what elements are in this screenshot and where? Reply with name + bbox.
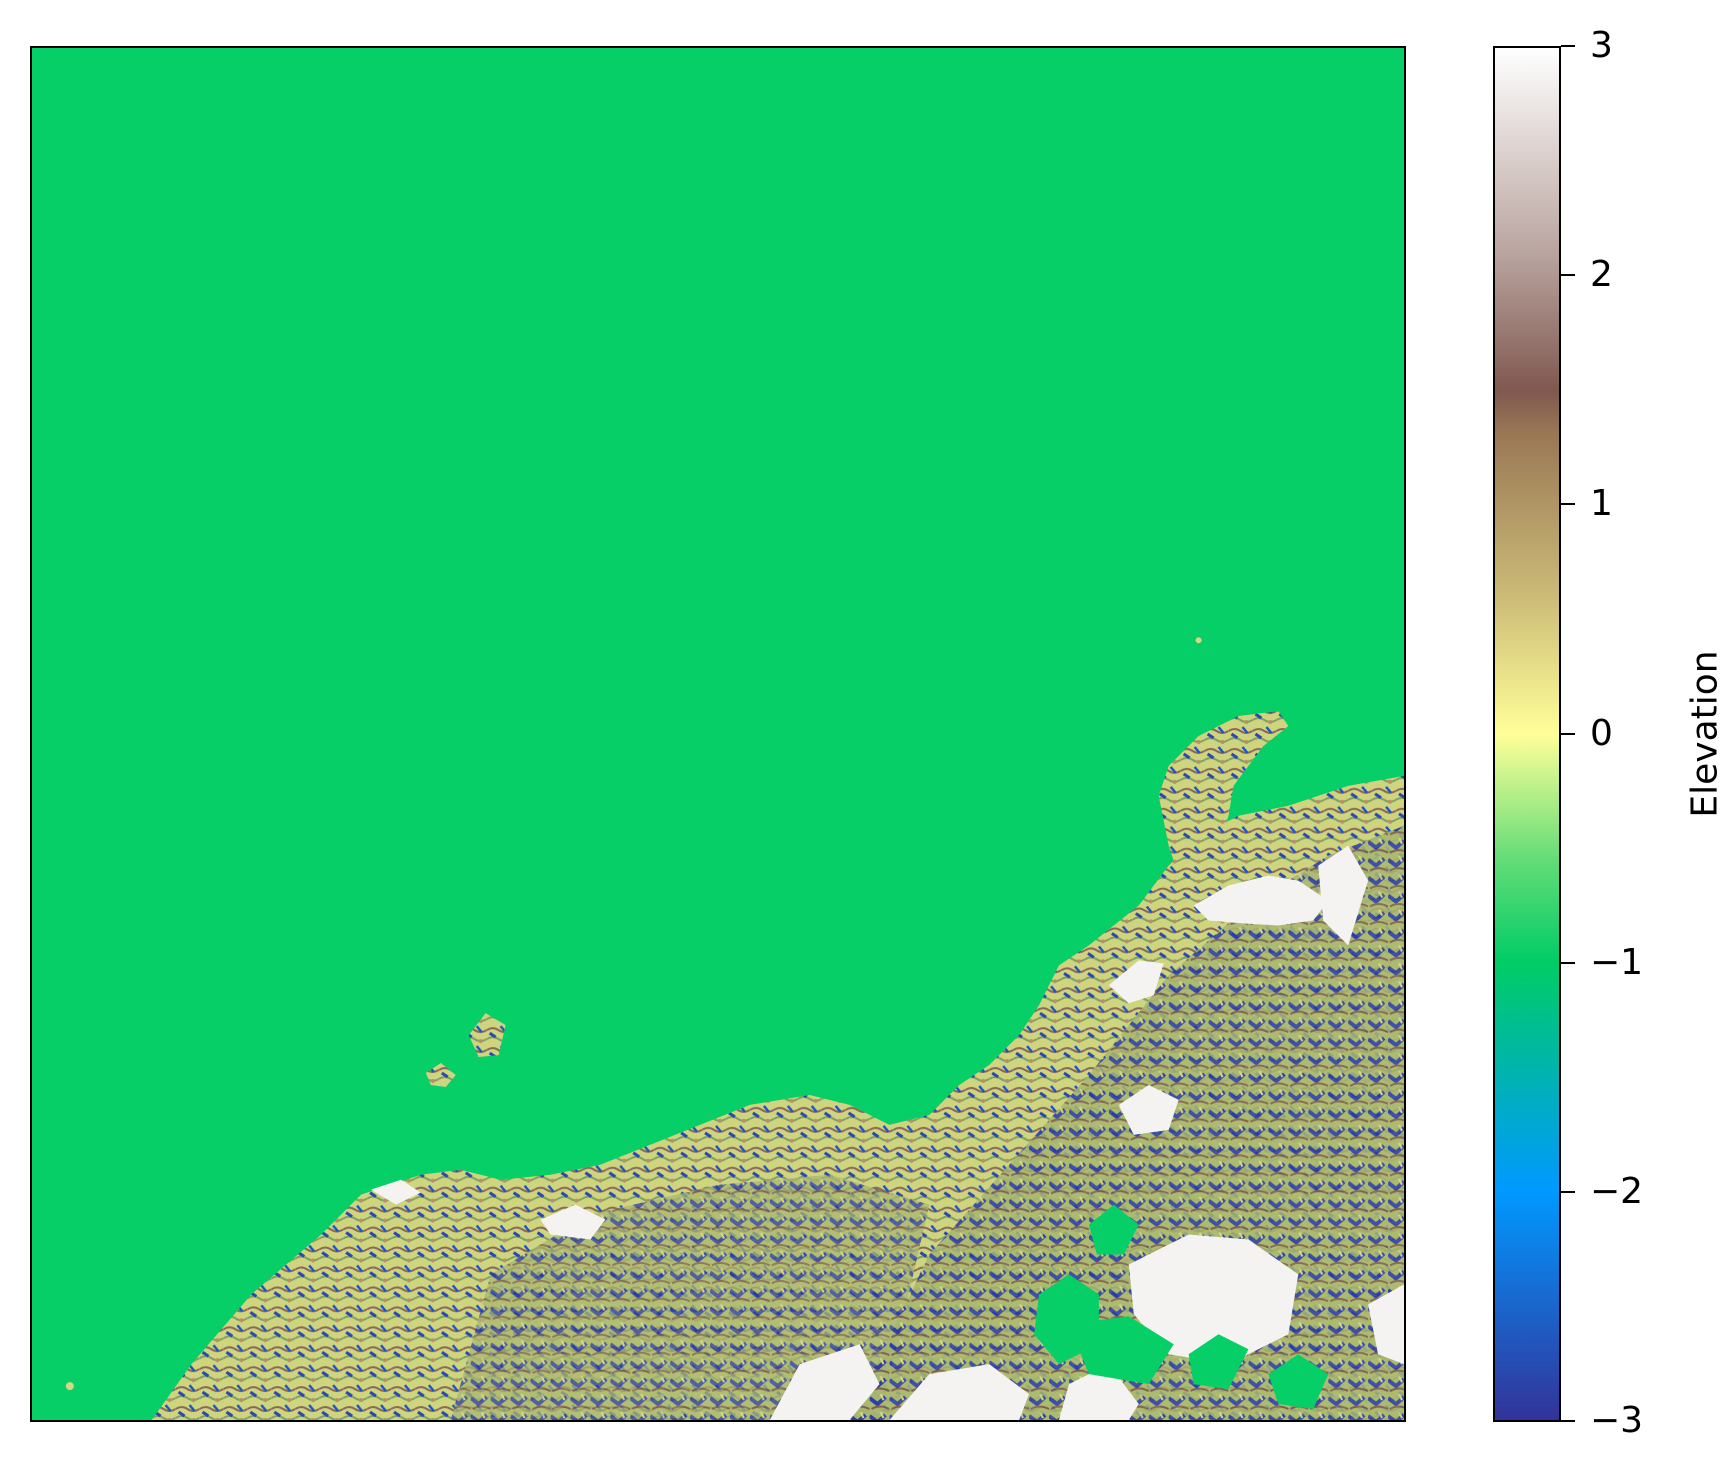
island — [425, 1063, 456, 1087]
island — [65, 1382, 74, 1391]
colorbar-tick-label: −2 — [1590, 1171, 1644, 1212]
colorbar-tick — [1561, 503, 1575, 505]
island — [1195, 637, 1202, 644]
snow-patch — [1128, 1234, 1299, 1365]
colorbar-tick-label: 2 — [1590, 254, 1613, 295]
colorbar-tick — [1561, 733, 1575, 735]
colorbar-label: Elevation — [1684, 650, 1726, 818]
island — [468, 1013, 506, 1058]
colorbar-tick-label: 3 — [1590, 25, 1613, 66]
peninsula — [1158, 711, 1289, 886]
terrain-raster — [65, 637, 1404, 1420]
colorbar-tick-label: 1 — [1590, 483, 1613, 524]
colorbar — [1493, 46, 1561, 1422]
elevation-map[interactable] — [30, 46, 1406, 1422]
colorbar-tick — [1561, 1191, 1575, 1193]
snow-patch — [1193, 875, 1329, 926]
colorbar-tick — [1561, 45, 1575, 47]
colorbar-tick-label: −3 — [1590, 1400, 1644, 1441]
colorbar-tick-label: 0 — [1590, 713, 1613, 754]
colorbar-tick — [1561, 1420, 1575, 1422]
colorbar-tick-label: −1 — [1590, 942, 1644, 983]
colorbar-tick — [1561, 962, 1575, 964]
colorbar-tick — [1561, 274, 1575, 276]
